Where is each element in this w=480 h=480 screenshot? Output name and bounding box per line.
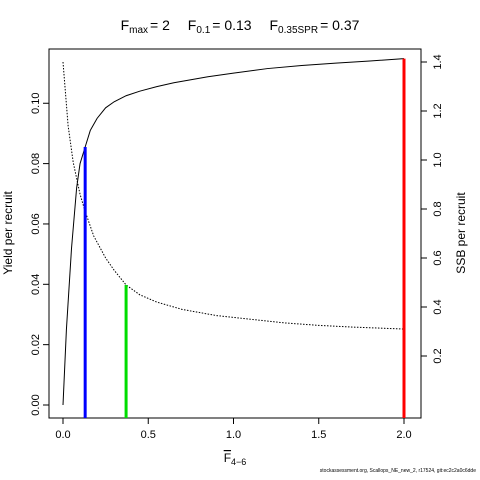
x-tick-label: 2.0 xyxy=(396,429,411,441)
x-axis-label-main: F xyxy=(224,451,231,465)
series-layer xyxy=(62,58,405,406)
y-left-tick-label: 0.02 xyxy=(30,334,42,355)
title-f01-value: = 0.13 xyxy=(212,17,252,33)
title-f01-label: F xyxy=(188,17,197,33)
x-tick-label: 0.0 xyxy=(55,429,70,441)
footer-text: stockassessment.org, Scallops_NE_new_2, … xyxy=(320,468,476,474)
reference-lines-layer xyxy=(83,58,406,418)
y-left-tick-label: 0.04 xyxy=(30,274,42,295)
x-tick-label: 1.0 xyxy=(226,429,241,441)
chart-title: Fmax = 2 F0.1 = 0.13 F0.35SPR = 0.37 xyxy=(121,17,360,36)
y-left-tick-label: 0.10 xyxy=(30,93,42,114)
y-left-tick-label: 0.08 xyxy=(30,153,42,174)
y-right-tick-label: 0.6 xyxy=(432,250,444,265)
yield-per-recruit-line xyxy=(62,58,405,406)
title-fmax-sub: max xyxy=(129,25,148,36)
title-fmax-label: F xyxy=(121,17,130,33)
x-tick-label: 0.5 xyxy=(141,429,156,441)
title-fspr-value: = 0.37 xyxy=(320,17,360,33)
y-right-tick-label: 1.2 xyxy=(432,103,444,118)
x-axis-label: F4−6 xyxy=(224,451,247,467)
y-right-tick-label: 0.2 xyxy=(432,348,444,363)
axes-layer: 0.0 0.5 1.0 1.5 2.0 0.00 0.02 0.04 0.06 0.08 0.10 0… xyxy=(30,54,444,441)
x-axis-label-sub: 4−6 xyxy=(231,457,246,467)
title-fspr-label: F xyxy=(269,17,278,33)
y-left-tick-label: 0.06 xyxy=(30,213,42,234)
y-right-tick-label: 1.4 xyxy=(432,54,444,69)
title-f01-sub: 0.1 xyxy=(196,25,210,36)
title-fmax-value: = 2 xyxy=(150,17,170,33)
y-right-tick-label: 1.0 xyxy=(432,152,444,167)
title-fspr-sub: 0.35SPR xyxy=(278,25,318,36)
x-tick-label: 1.5 xyxy=(311,429,326,441)
y-right-tick-label: 0.4 xyxy=(432,299,444,314)
y-axis-label-right: SSB per recruit xyxy=(454,192,468,274)
y-right-tick-label: 0.8 xyxy=(432,201,444,216)
y-axis-label-left: Yield per recruit xyxy=(1,191,15,275)
y-left-tick-label: 0.00 xyxy=(30,394,42,415)
plot-frame xyxy=(48,48,422,419)
